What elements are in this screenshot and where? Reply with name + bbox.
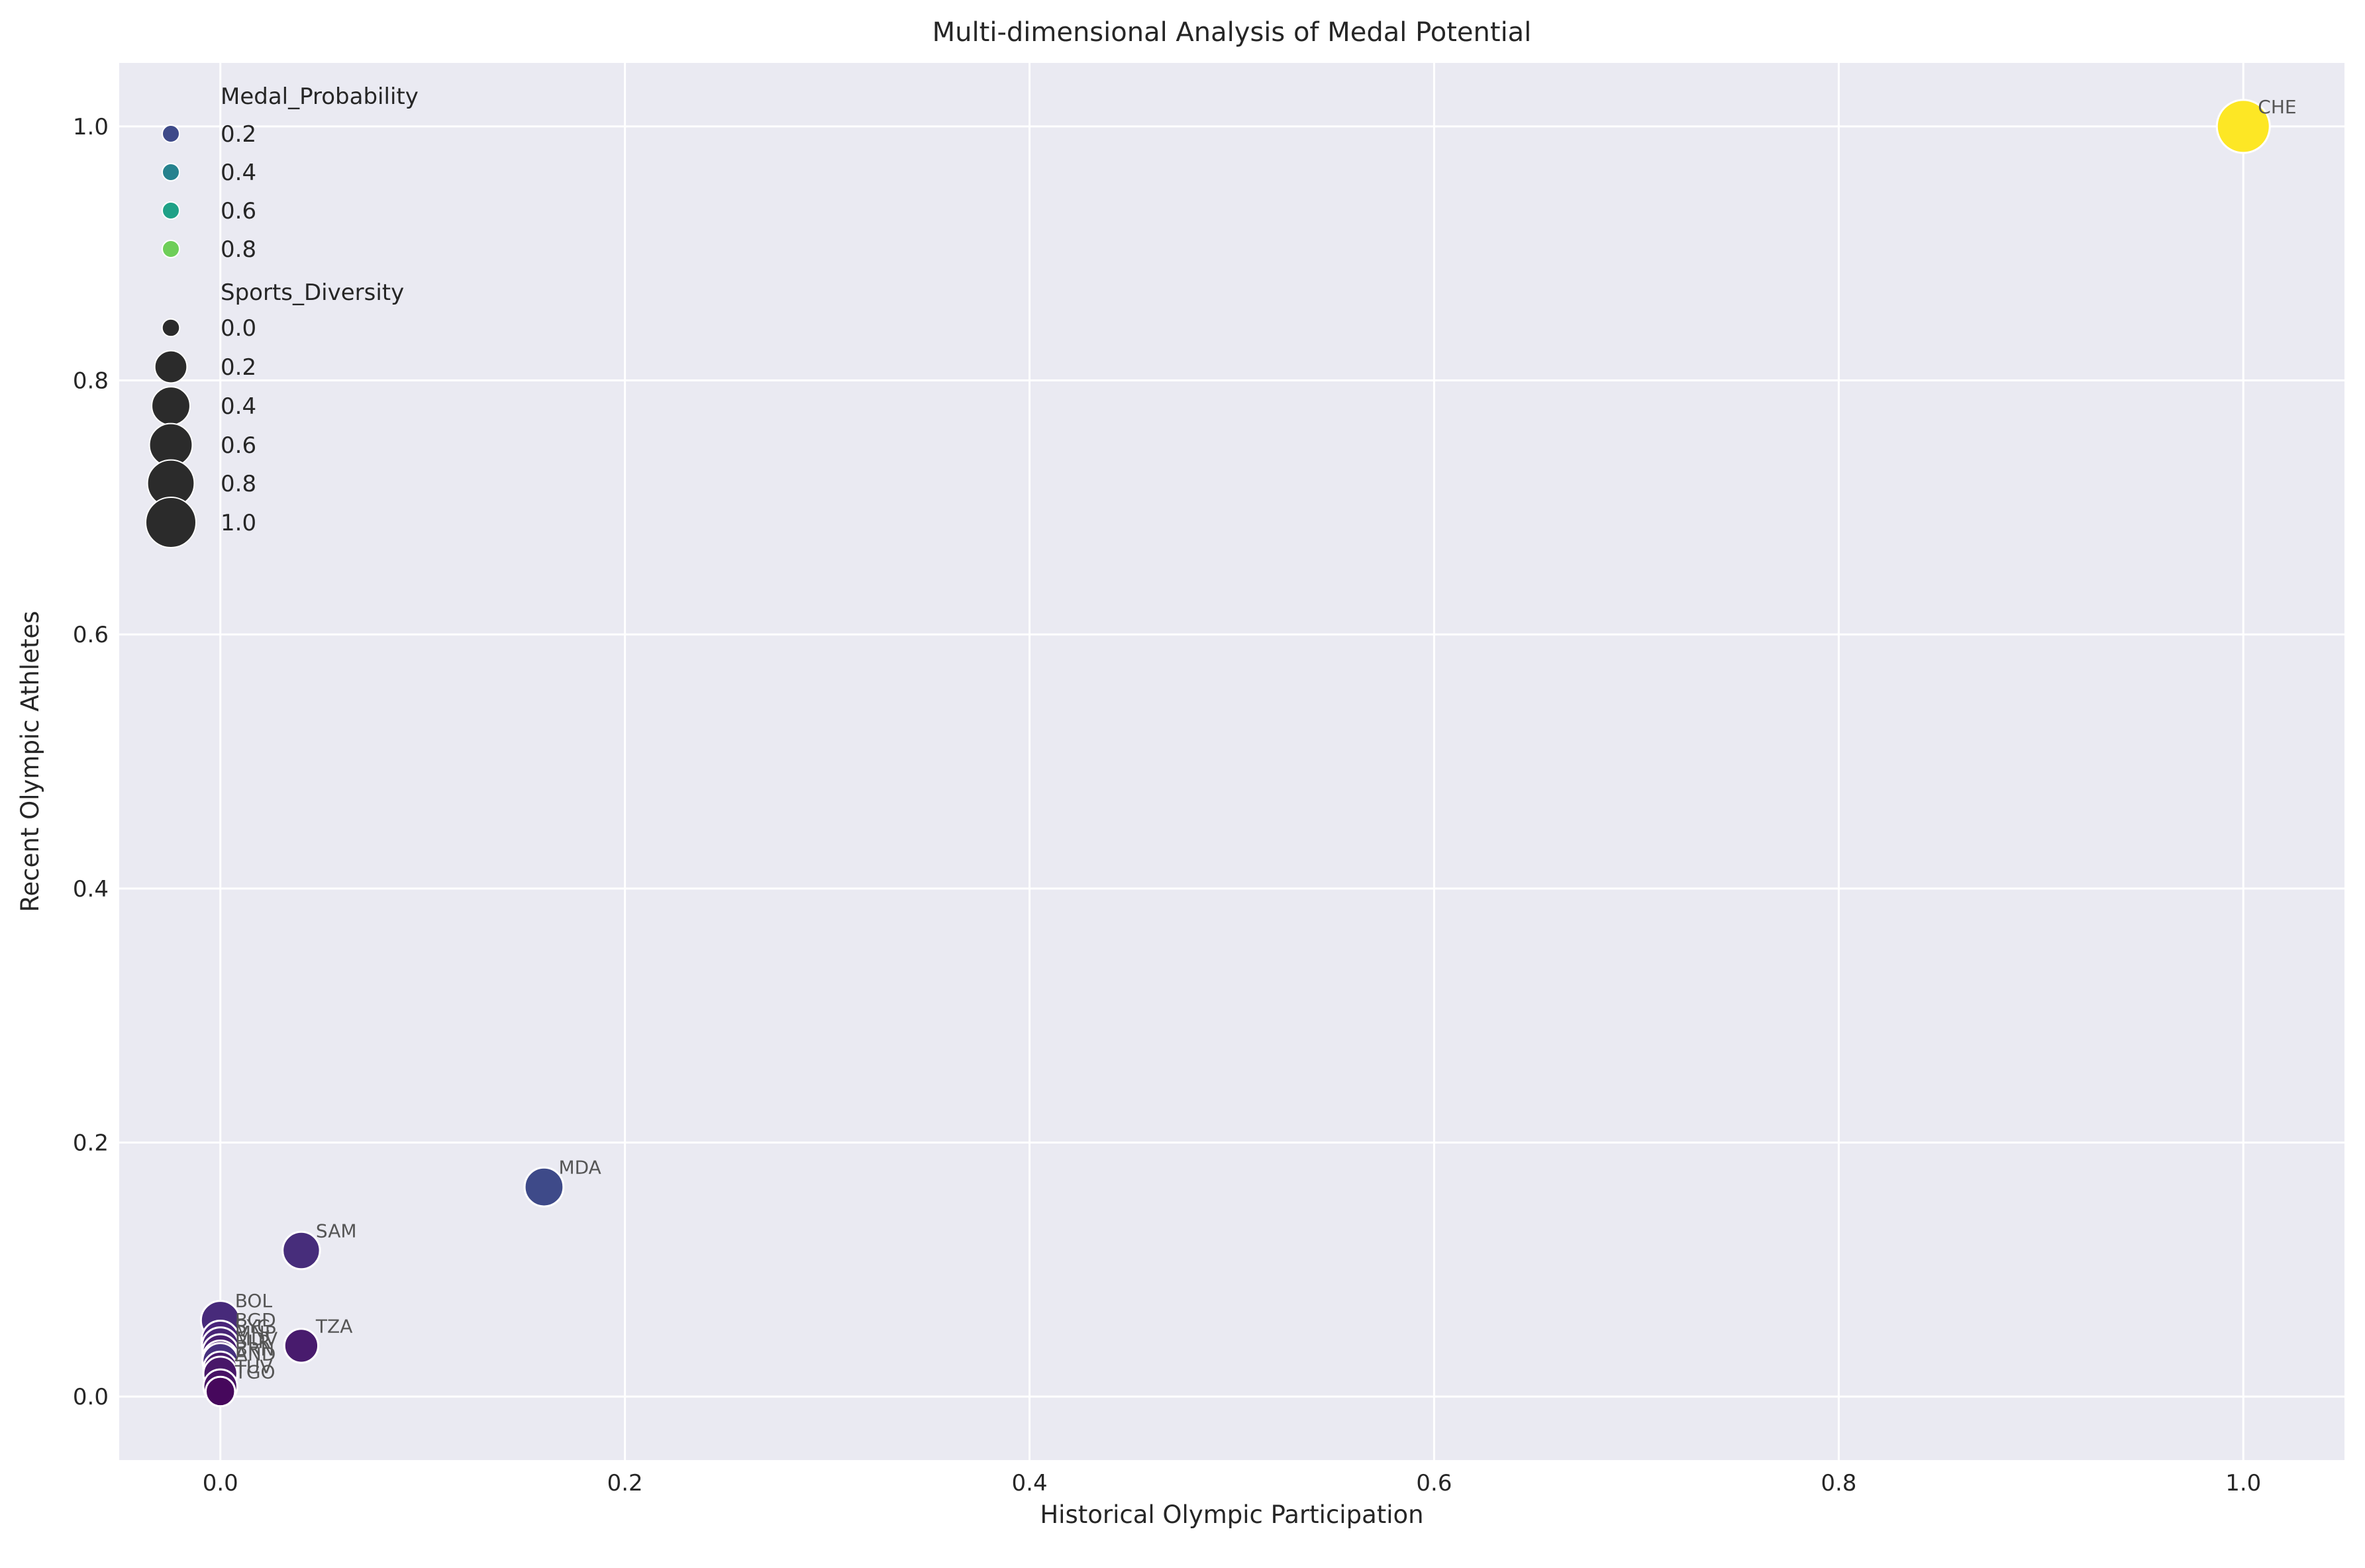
x-tick-label: 0.0 (203, 1470, 238, 1496)
hue-legend-label: 0.4 (221, 160, 256, 186)
chart-title: Multi-dimensional Analysis of Medal Pote… (932, 17, 1532, 48)
size-legend-label: 0.0 (221, 315, 256, 342)
y-tick-label: 0.2 (73, 1130, 109, 1156)
hue-legend-title: Medal_Probability (221, 83, 419, 110)
size-legend-label: 0.2 (221, 354, 256, 381)
annotation-tuv: TUV (234, 1356, 273, 1378)
y-axis-label: Recent Olympic Athletes (16, 611, 44, 912)
x-tick-label: 1.0 (2225, 1470, 2261, 1496)
annotation-tgo: TGO (234, 1361, 276, 1383)
size-legend-title: Sports_Diversity (221, 279, 404, 306)
point-tgo (205, 1375, 236, 1408)
y-tick-label: 1.0 (73, 114, 109, 140)
annotation-and: AND (235, 1344, 276, 1365)
point-sam (281, 1230, 321, 1271)
hue-legend-marker (162, 240, 180, 258)
x-gridlines (219, 63, 2244, 1460)
annotation-syc: SYC (235, 1315, 270, 1337)
size-legend-marker (145, 497, 197, 548)
data-points (199, 99, 2271, 1408)
point-mda (523, 1166, 565, 1208)
annotation-tza: TZA (315, 1315, 352, 1337)
y-tick-label: 0.0 (73, 1384, 109, 1410)
annotation-bol: BOL (235, 1290, 273, 1312)
x-tick-labels: 0.0 0.2 0.4 0.6 0.8 1.0 (203, 1470, 2262, 1496)
y-gridlines (119, 125, 2344, 1398)
hue-legend-marker (162, 163, 180, 181)
hue-legend-marker (162, 124, 180, 143)
size-legend-label: 0.6 (221, 432, 256, 459)
annotation-bgd: BGD (235, 1309, 276, 1331)
hue-legend-label: 0.6 (221, 198, 256, 224)
size-legend-label: 1.0 (221, 510, 256, 536)
y-tick-labels: 0.0 0.2 0.4 0.6 0.8 1.0 (73, 114, 109, 1410)
hue-legend-label: 0.2 (221, 121, 256, 148)
size-legend-marker (151, 386, 191, 426)
annotation-che: CHE (2258, 96, 2296, 118)
hue-legend-entries: 0.2 0.4 0.6 0.8 (162, 121, 256, 263)
hue-legend-marker (162, 201, 180, 220)
size-legend-marker (154, 350, 188, 384)
x-tick-label: 0.4 (1012, 1470, 1048, 1496)
size-legend-entries: 0.0 0.2 0.4 0.6 0.8 1.0 (145, 315, 256, 548)
point-che (2215, 99, 2271, 154)
legend: Medal_Probability 0.2 0.4 0.6 0.8 Sports_Di… (145, 83, 419, 548)
y-tick-label: 0.8 (73, 368, 109, 395)
x-tick-label: 0.8 (1821, 1470, 1856, 1496)
x-axis-label: Historical Olympic Participation (1040, 1500, 1423, 1529)
annotation-mnp: MNP (235, 1322, 276, 1344)
size-legend-label: 0.8 (221, 471, 256, 497)
annotation-mdv: MDV (235, 1328, 277, 1350)
plot-area (119, 63, 2344, 1460)
point-annotations: CHE MDA SAM TZA BOLBGDSYCMNPMDVBLRBRNANDTUVT… (234, 96, 2297, 1383)
y-tick-label: 0.6 (73, 622, 109, 648)
hue-legend-label: 0.8 (221, 236, 256, 263)
x-tick-label: 0.2 (607, 1470, 643, 1496)
size-legend-marker (161, 318, 181, 338)
annotation-blr: BLR (235, 1330, 271, 1352)
annotation-sam: SAM (316, 1220, 357, 1242)
x-tick-label: 0.6 (1416, 1470, 1452, 1496)
y-tick-label: 0.4 (73, 876, 109, 903)
size-legend-label: 0.4 (221, 393, 256, 420)
annotation-brn: BRN (235, 1338, 275, 1360)
point-tza (283, 1328, 320, 1364)
annotation-mda: MDA (558, 1157, 601, 1179)
